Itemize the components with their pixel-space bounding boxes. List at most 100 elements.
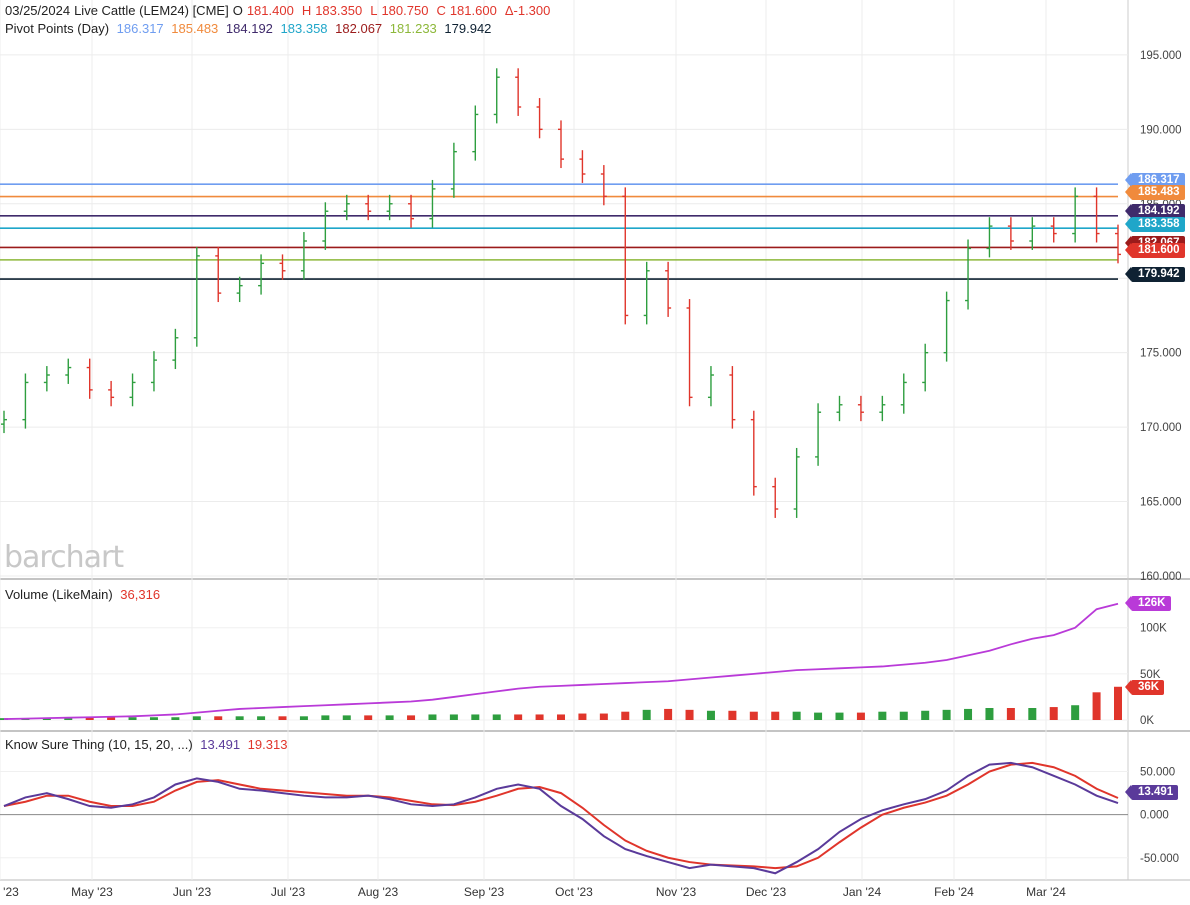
volume-value: 36,316 — [120, 587, 161, 602]
volume-bar — [771, 711, 780, 720]
volume-bar — [171, 717, 180, 720]
low-label: L — [370, 3, 378, 18]
volume-bar — [257, 716, 266, 720]
volume-bar — [407, 715, 416, 720]
pivot-r1: 184.192 — [225, 21, 273, 36]
change-value: Δ-1.300 — [504, 3, 551, 18]
volume-bar — [428, 714, 437, 720]
volume-bar — [685, 709, 694, 720]
volume-bar — [128, 717, 137, 720]
volume-bar — [942, 709, 951, 720]
volume-bar — [578, 713, 587, 720]
volume-label: Volume (LikeMain) — [5, 587, 113, 602]
price-header: 03/25/2024 Live Cattle (LEM24) [CME] O 181.… — [5, 3, 554, 18]
kst-tick-label: 50.000 — [1140, 767, 1175, 779]
volume-bar — [664, 708, 673, 720]
kst-value-1: 13.491 — [200, 737, 241, 752]
x-tick-label: Jun '23 — [173, 885, 212, 899]
volume-header: Volume (LikeMain) 36,316 — [5, 587, 164, 602]
pivot-pp: 183.358 — [280, 21, 328, 36]
tag-r3: 186.317 — [1125, 173, 1185, 188]
kst-label: Know Sure Thing (10, 15, 20, ...) — [5, 737, 193, 752]
volume-bar — [599, 713, 608, 720]
volume-bar — [642, 709, 651, 720]
low-value: 180.750 — [381, 3, 429, 18]
volume-bar — [492, 714, 501, 720]
high-label: H — [301, 3, 312, 18]
close-value: 181.600 — [449, 3, 497, 18]
tag-pp: 183.358 — [1125, 217, 1185, 232]
volume-tick-label: 100K — [1140, 623, 1167, 635]
tag-last: 181.600 — [1125, 243, 1185, 258]
volume-tick-label: 50K — [1140, 669, 1161, 681]
price-tick-label: 170.000 — [1140, 422, 1182, 434]
volume-bar — [299, 716, 308, 720]
volume-bar — [985, 708, 994, 720]
volume-bar — [514, 714, 523, 720]
volume-bar — [814, 712, 823, 720]
volume-bar — [835, 712, 844, 720]
volume-bar — [214, 716, 223, 720]
volume-bar — [1092, 692, 1101, 720]
volume-bar — [1071, 705, 1080, 720]
pivot-r2: 185.483 — [171, 21, 219, 36]
volume-bar — [192, 716, 201, 720]
volume-bar — [449, 714, 458, 720]
kst-tick-label: 0.000 — [1140, 810, 1169, 822]
volume-bar — [899, 711, 908, 720]
volume-bar — [878, 711, 887, 720]
pivot-s1: 182.067 — [335, 21, 383, 36]
pivot-s3: 179.942 — [444, 21, 492, 36]
volume-bar — [1114, 686, 1122, 720]
x-tick-label: Sep '23 — [464, 885, 505, 899]
x-tick-label: Jul '23 — [271, 885, 306, 899]
volume-bar — [728, 710, 737, 720]
pivot-r3: 186.317 — [116, 21, 164, 36]
volume-bar — [856, 712, 865, 720]
tag-r1: 184.192 — [1125, 204, 1185, 219]
pivot-label: Pivot Points (Day) — [5, 21, 110, 36]
x-tick-label: May '23 — [71, 885, 113, 899]
price-tick-label: 165.000 — [1140, 497, 1182, 509]
volume-tick-label: 0K — [1140, 715, 1154, 727]
x-tick-label: Dec '23 — [746, 885, 787, 899]
tag-r2: 185.483 — [1125, 185, 1185, 200]
header-date: 03/25/2024 — [5, 3, 71, 18]
volume-bar — [342, 715, 351, 720]
kst-signal-line — [3, 761, 1119, 870]
volume-bar — [42, 718, 51, 720]
volume-bar — [1006, 708, 1015, 720]
volume-bar — [535, 714, 544, 720]
x-tick-label: Jan '24 — [843, 885, 882, 899]
barchart-watermark: barchart — [4, 540, 124, 575]
volume-bar — [706, 710, 715, 720]
volume-bar — [557, 714, 565, 720]
volume-average-line — [3, 602, 1119, 720]
kst-line — [3, 761, 1119, 875]
kst-header: Know Sure Thing (10, 15, 20, ...) 13.491… — [5, 737, 291, 752]
volume-bar — [792, 711, 801, 720]
volume-bar — [621, 711, 630, 720]
volume-bar — [107, 717, 116, 720]
tag-s3: 179.942 — [1125, 267, 1185, 282]
kst-value-2: 19.313 — [247, 737, 288, 752]
price-tick-label: 175.000 — [1140, 348, 1182, 360]
volume-bar — [364, 715, 373, 720]
x-tick-label: Mar '24 — [1026, 885, 1066, 899]
close-label: C — [436, 3, 446, 18]
volume-bar — [471, 714, 480, 720]
x-tick-label: Aug '23 — [358, 885, 399, 899]
volume-bar — [964, 708, 973, 720]
volume-bar — [85, 717, 94, 720]
kst-tick-label: -50.000 — [1140, 853, 1179, 865]
pivot-s2: 181.233 — [389, 21, 437, 36]
volume-bar — [278, 716, 287, 720]
price-tick-label: 190.000 — [1140, 124, 1182, 136]
price-tick-label: 195.000 — [1140, 50, 1182, 62]
volume-bar — [321, 715, 330, 720]
x-tick-label: Feb '24 — [934, 885, 974, 899]
header-instrument: Live Cattle (LEM24) [CME] — [74, 3, 229, 18]
tag-volume-avg: 126K — [1125, 596, 1171, 611]
volume-bar — [749, 711, 758, 720]
